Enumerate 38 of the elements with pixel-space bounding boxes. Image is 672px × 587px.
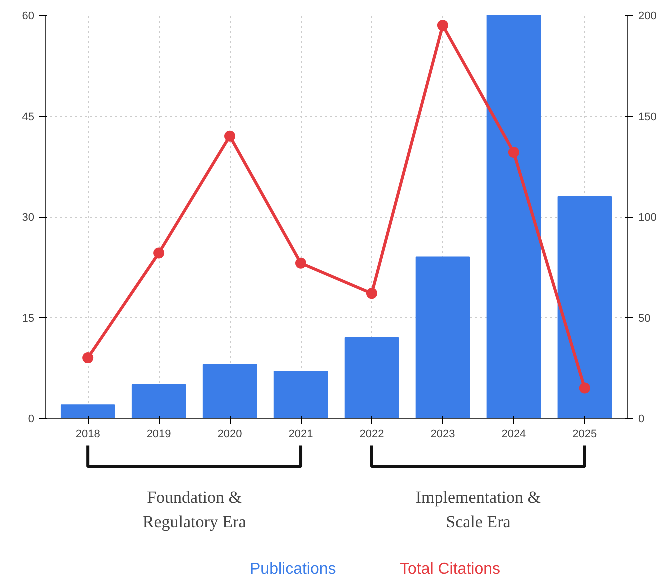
y2-tick-label: 50 [638, 312, 651, 325]
bar [344, 337, 400, 418]
x-tick-label: 2023 [430, 428, 456, 440]
x-tick-label: 2024 [502, 428, 526, 440]
point [437, 20, 448, 32]
bar [416, 256, 470, 418]
bar [202, 364, 258, 418]
y2-tick-label: 100 [638, 212, 657, 224]
bar [274, 370, 328, 418]
x-tick-label: 2019 [146, 428, 172, 440]
text: Foundation & Regulatory Era [142, 488, 247, 532]
x-tick-label: 2018 [76, 428, 100, 440]
x-tick-label: 2025 [572, 428, 598, 440]
text: Total Citations [400, 561, 500, 579]
point [82, 352, 94, 364]
point [366, 288, 378, 300]
point [579, 382, 590, 394]
y-tick-label: 15 [22, 312, 35, 325]
x-tick-label: 2022 [360, 428, 384, 440]
y-tick-label: 30 [22, 212, 35, 224]
bar [558, 196, 612, 418]
text: Implementation & Scale Era [416, 488, 542, 532]
x-tick-label: 2021 [288, 428, 314, 440]
text: Publications [250, 561, 336, 579]
y2-tick-label: 150 [638, 111, 657, 124]
y-tick-label: 0 [28, 414, 35, 426]
y2-tick-label: 200 [638, 10, 657, 22]
point [508, 147, 520, 158]
bar [486, 16, 542, 418]
x-tick-label: 2020 [218, 428, 242, 440]
bar [60, 404, 116, 418]
bar [132, 384, 186, 418]
y-tick-label: 45 [22, 111, 35, 124]
point [296, 258, 307, 269]
y-tick-label: 60 [22, 10, 35, 22]
y2-tick-label: 0 [638, 414, 645, 426]
point [224, 130, 236, 142]
point [154, 248, 165, 259]
